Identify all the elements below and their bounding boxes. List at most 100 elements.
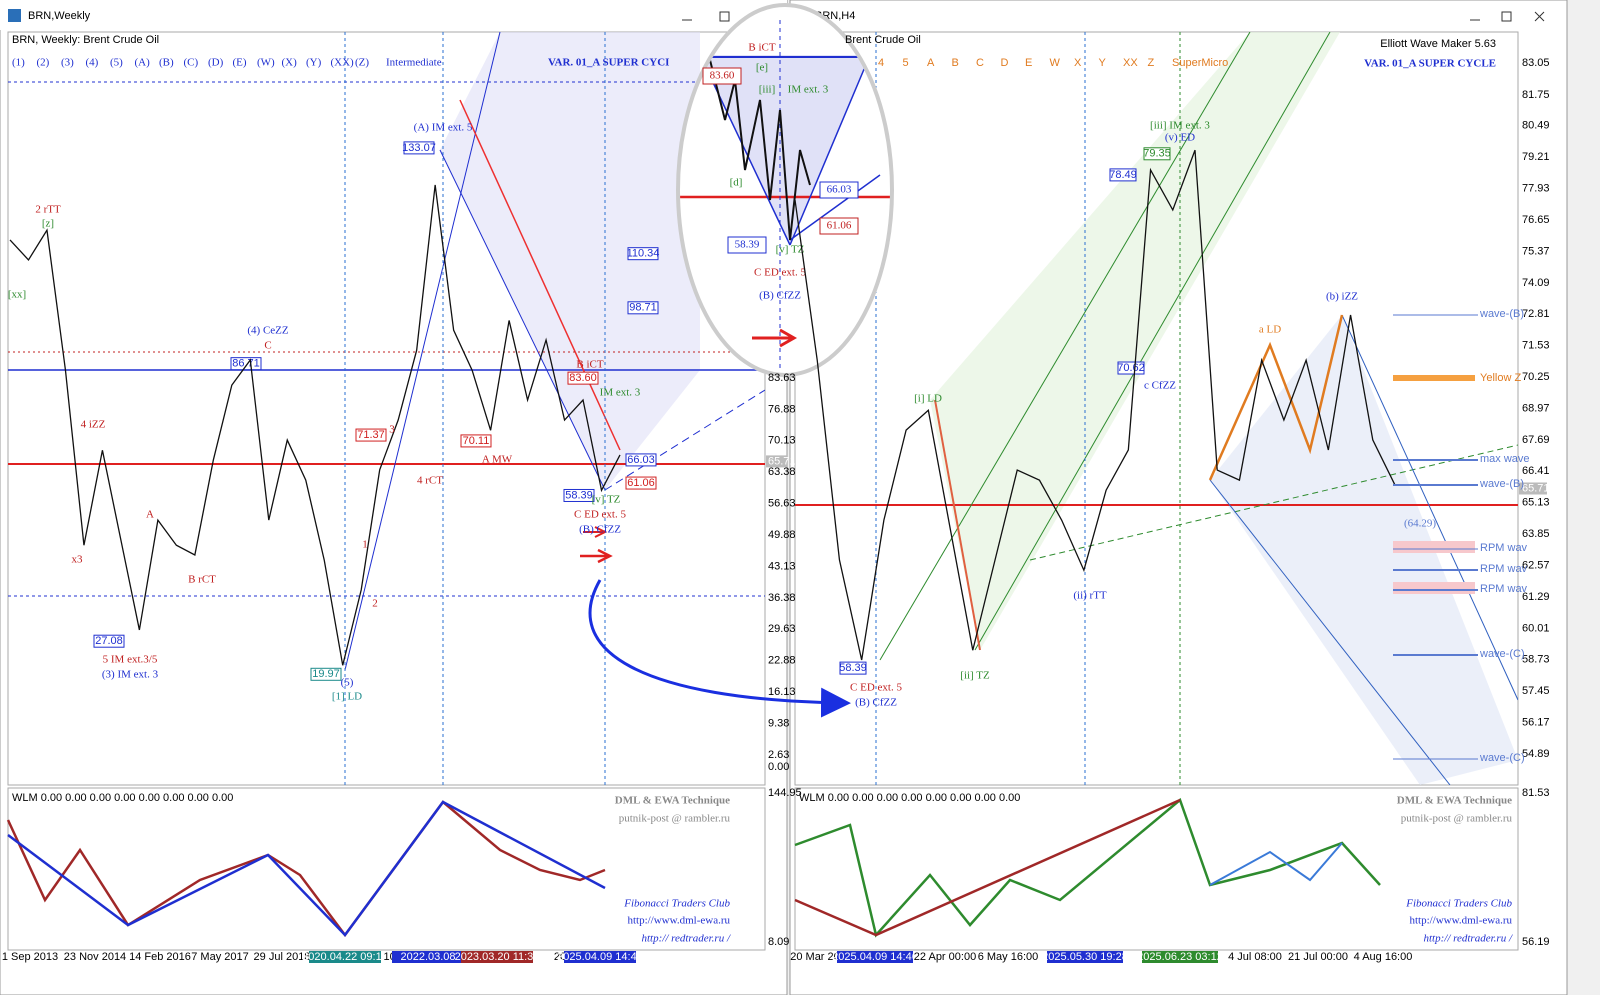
wave-row-button[interactable]: A: [927, 57, 935, 69]
y-tick-label: 65.13: [1522, 497, 1550, 509]
indicator-label: WLM 0.00 0.00 0.00 0.00 0.00 0.00 0.00 0…: [799, 792, 1020, 804]
wave-label: a LD: [1259, 324, 1281, 336]
x-tick-label: 4 Aug 16:00: [1354, 951, 1413, 963]
wave-button[interactable]: (Y): [306, 57, 322, 69]
maximize[interactable]: [719, 11, 730, 22]
y-tick-label: 70.13: [768, 435, 796, 447]
side-label: RPM wav: [1480, 583, 1528, 595]
x-tick-label: 2020.04.22 09:10: [302, 951, 388, 963]
level-label: 27.08: [95, 635, 123, 647]
wave-label: (v) ED: [1165, 132, 1195, 144]
left-icon: [8, 9, 21, 22]
wave-label: (A) IM ext. 5: [414, 122, 473, 134]
y-tick-label: 58.73: [1522, 654, 1550, 666]
x-tick-label: 2023.03.20 11:37: [455, 951, 540, 963]
wave-label: 3: [389, 424, 395, 436]
side-label: max wave: [1480, 453, 1530, 465]
wave-row-button[interactable]: B: [952, 57, 959, 69]
wave-label: IM ext. 3: [600, 387, 641, 399]
wave-button[interactable]: (4): [86, 57, 99, 69]
magnifier-label: 61.06: [827, 220, 852, 232]
close[interactable]: [1534, 11, 1545, 22]
y-tick-label: 62.57: [1522, 559, 1550, 571]
wave-button[interactable]: (B): [159, 57, 174, 69]
wave-label: [1] LD: [332, 691, 362, 703]
wave-row-button[interactable]: Z: [1148, 57, 1155, 69]
level-box: [1109, 168, 1137, 182]
wave-button[interactable]: (C): [184, 57, 199, 69]
wave-row-button[interactable]: C: [976, 57, 984, 69]
wave-row-button[interactable]: XX: [1123, 57, 1138, 69]
wave-button[interactable]: (5): [110, 57, 123, 69]
credit: Fibonacci Traders Club: [1405, 898, 1512, 910]
level-box: [627, 247, 659, 261]
date-badge: [837, 951, 913, 963]
y-tick-label: 72.81: [1522, 308, 1550, 320]
wave-button[interactable]: (1): [12, 57, 25, 69]
y-tick-label: 66.41: [1522, 465, 1550, 477]
wave-row-button[interactable]: X: [1074, 57, 1082, 69]
level-label: 71.37: [357, 429, 385, 441]
magnifier-label: C ED ext. 5: [754, 267, 806, 279]
wave-row-button[interactable]: SuperMicro: [1172, 57, 1228, 69]
level-box: [355, 428, 387, 442]
x-tick-label: 7 May 2017: [191, 951, 248, 963]
level-label: 58.39: [839, 662, 867, 674]
wave-button[interactable]: (D): [208, 57, 224, 69]
credit: Fibonacci Traders Club: [623, 898, 730, 910]
y-tick-label: 83.05: [1522, 57, 1550, 69]
wave-row-button[interactable]: E: [1025, 57, 1032, 69]
wave-row-button[interactable]: Y: [1099, 57, 1107, 69]
maximize[interactable]: [1501, 11, 1512, 22]
y-tick-label: 60.01: [1522, 622, 1550, 634]
wave-button[interactable]: (3): [61, 57, 74, 69]
y-tick-label: 9.38: [768, 717, 789, 729]
current-price-box: [766, 455, 787, 468]
credit: http://www.dml-ewa.ru: [1409, 915, 1512, 927]
level-box: [625, 453, 657, 467]
indicator-tick: 81.53: [1522, 787, 1550, 799]
wave-button[interactable]: (A): [135, 57, 151, 69]
y-tick-label: 36.38: [768, 592, 796, 604]
wave-button[interactable]: (2): [37, 57, 50, 69]
date-badge: [1047, 951, 1123, 963]
y-tick-label: 76.88: [768, 403, 796, 415]
x-tick-label: 2022.03.08: [400, 951, 455, 963]
side-label: RPM wav: [1480, 542, 1528, 554]
wave-label: [z]: [42, 218, 54, 230]
wave-row-button[interactable]: W: [1050, 57, 1061, 69]
side-label: wave-(C): [1479, 648, 1525, 660]
y-tick-label: 71.53: [1522, 340, 1550, 352]
magnifier-label: IM ext. 3: [788, 84, 829, 96]
x-tick-label: 1 Sep 2013: [2, 951, 58, 963]
wave-label: c CfZZ: [1144, 380, 1176, 392]
wave-row-button[interactable]: 4: [878, 57, 884, 69]
y-tick-label: 63.85: [1522, 528, 1550, 540]
indicator-tick: 56.19: [1522, 936, 1550, 948]
magnifier-label: [e]: [756, 62, 768, 74]
wave-label: [v] TZ: [592, 494, 621, 506]
wave-label: 2 rTT: [35, 204, 61, 216]
plugin-label: Elliott Wave Maker 5.63: [1380, 38, 1496, 50]
wave-button[interactable]: (Z): [355, 57, 369, 69]
y-tick-label: 83.63: [768, 372, 796, 384]
wave-button[interactable]: (XX): [331, 57, 355, 69]
y-tick-label: 0.00: [768, 761, 789, 773]
date-badge: [392, 951, 464, 963]
wave-label: (B) CfZZ: [579, 524, 621, 536]
x-tick-label: 4 Jul 08:00: [1228, 951, 1282, 963]
credit: putnik-post @ rambler.ru: [619, 813, 731, 825]
credit: http:// redtrader.ru /: [641, 933, 730, 945]
price-line: [9, 184, 621, 666]
wave-button[interactable]: (E): [233, 57, 247, 69]
zoom-arrow: [588, 579, 851, 718]
level-box: [93, 634, 125, 648]
wave-row-button[interactable]: D: [1001, 57, 1009, 69]
level-label: 78.49: [1109, 169, 1137, 181]
wave-button[interactable]: (W): [257, 57, 275, 69]
wave-row-button[interactable]: 5: [903, 57, 909, 69]
wave-button[interactable]: (X): [282, 57, 298, 69]
y-tick-label: 81.75: [1522, 89, 1550, 101]
date-badge: [1142, 951, 1218, 963]
y-tick-label: 75.37: [1522, 245, 1550, 257]
